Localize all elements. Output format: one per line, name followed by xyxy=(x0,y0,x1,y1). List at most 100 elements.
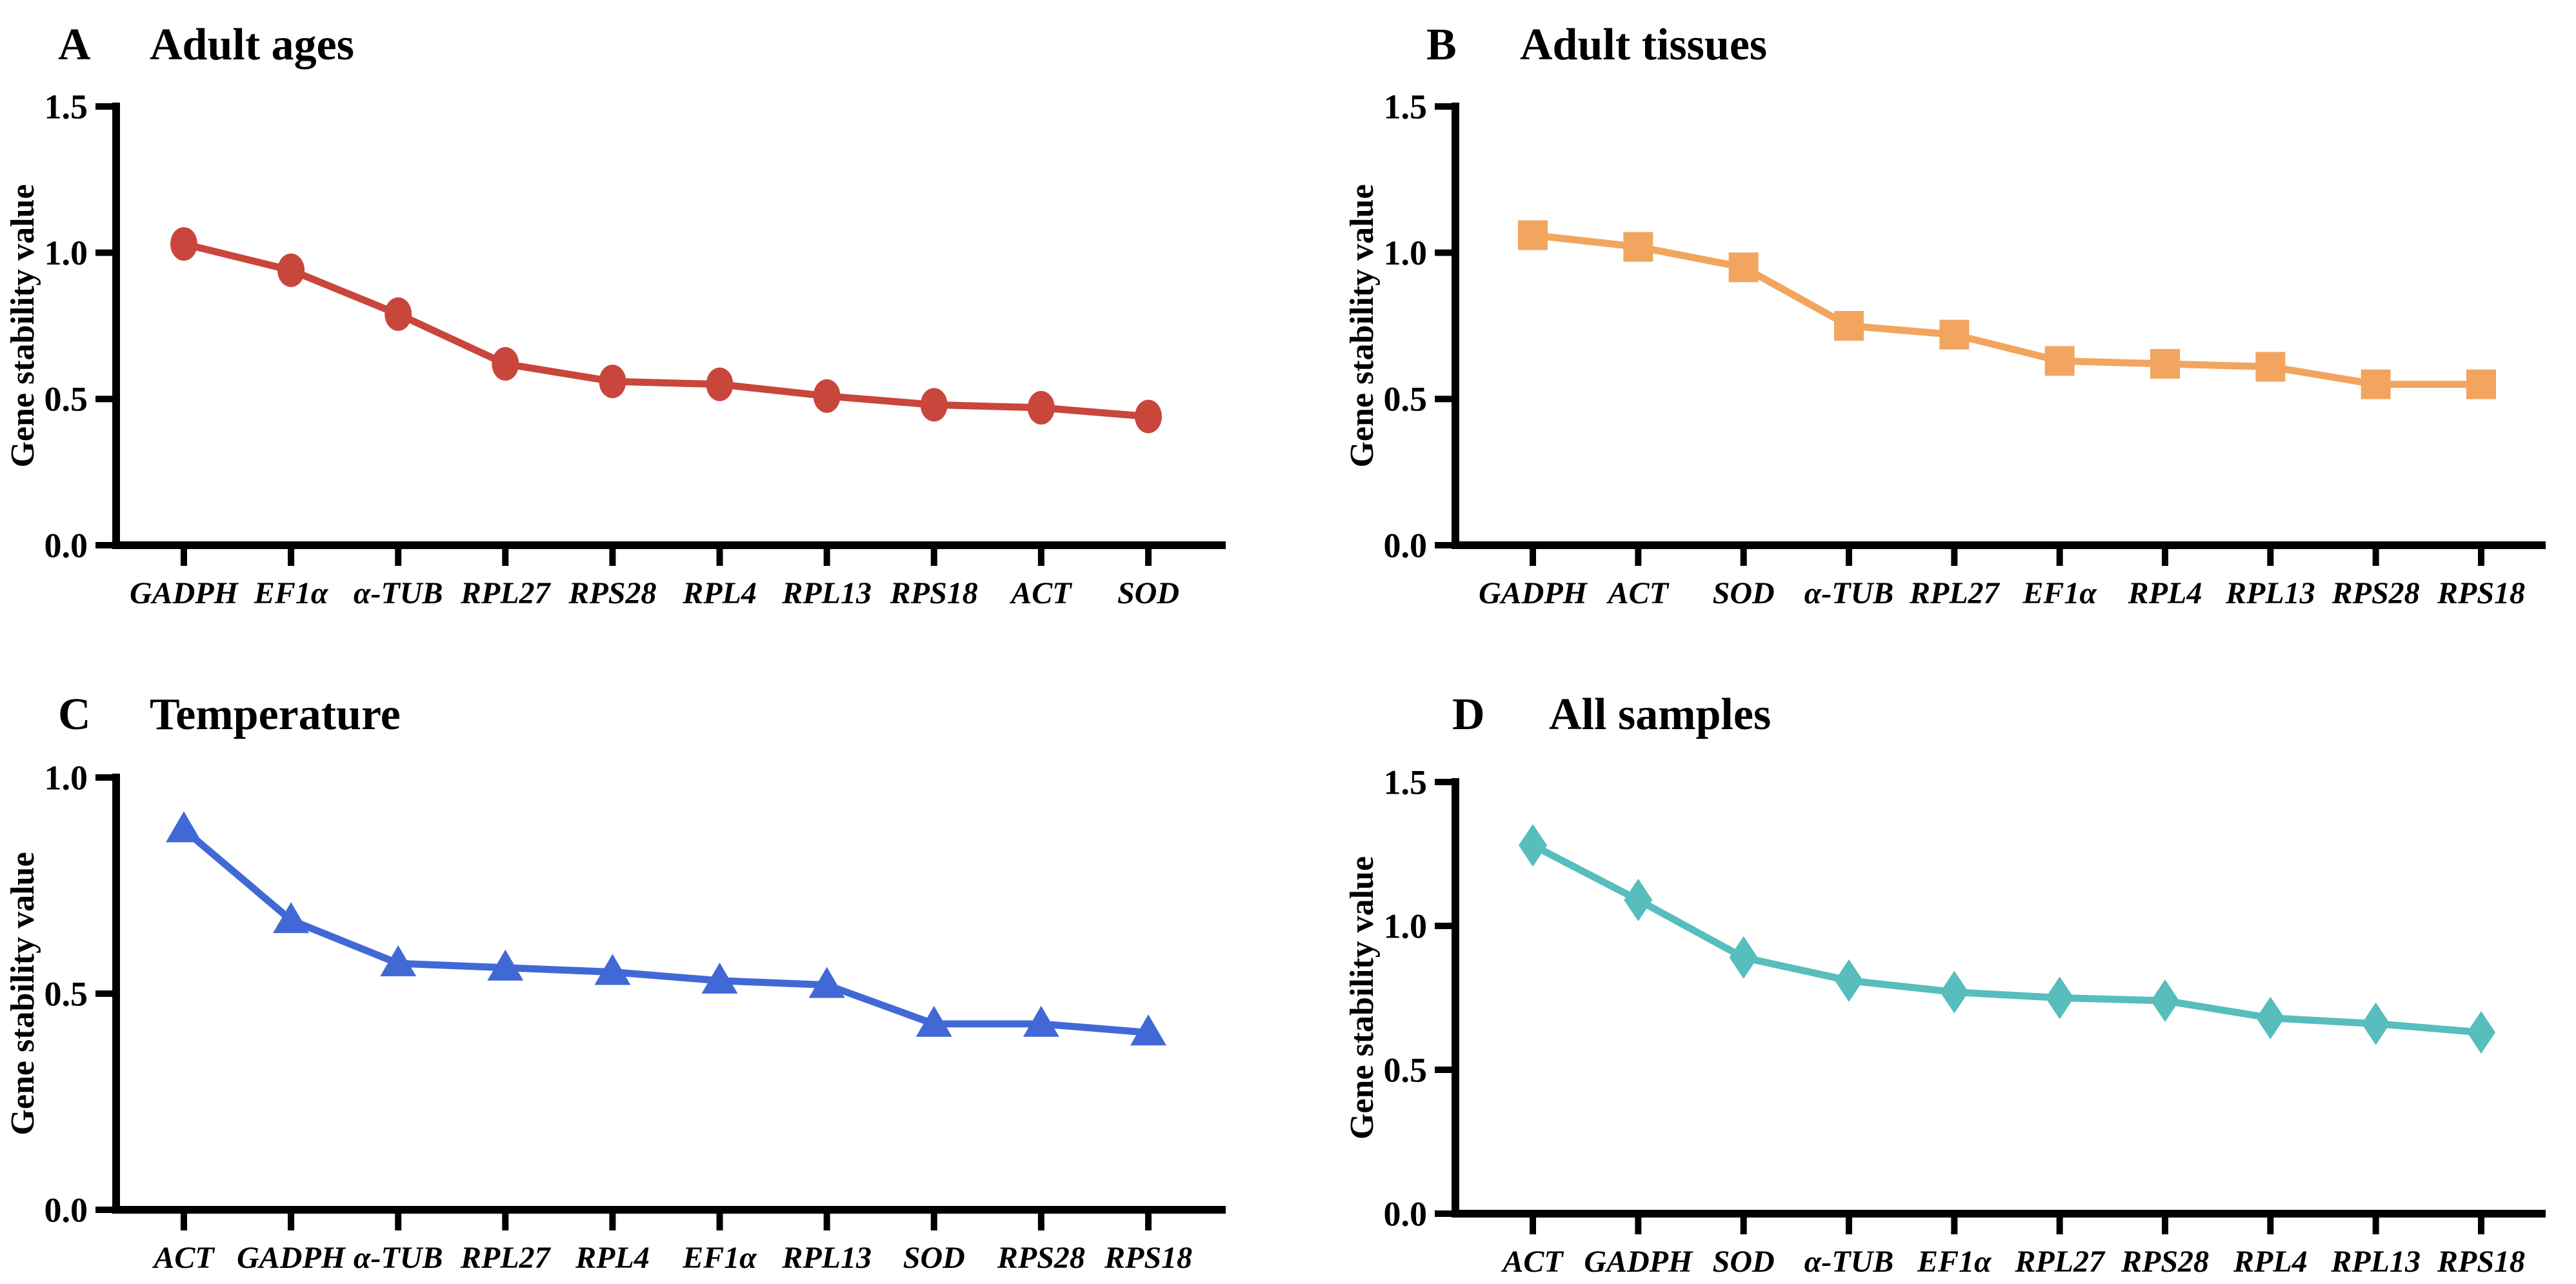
x-tick-label: ACT xyxy=(1606,576,1670,610)
x-tick-label: RPL13 xyxy=(781,1241,872,1275)
panel-d-all-samples-chart: D All samples 0.0 0.5 1.0 1.5 ACT GADPH SOD α-TUB… xyxy=(1344,690,2546,1279)
y-tick-label: 0.5 xyxy=(45,974,88,1013)
x-tick-label: EF1α xyxy=(254,576,329,610)
data-point-marker-square xyxy=(2255,352,2286,382)
panel-letter: C xyxy=(58,690,91,739)
data-point-marker-triangle xyxy=(487,949,524,981)
x-tick-label: α-TUB xyxy=(354,1241,443,1275)
x-tick-label: RPS18 xyxy=(890,576,978,610)
x-tick-label: RPS28 xyxy=(997,1241,1085,1275)
y-tick-label: 0.5 xyxy=(45,380,88,419)
panel-title: Temperature xyxy=(150,690,401,739)
y-axis-label: Gene stability value xyxy=(1344,184,1381,467)
data-point-marker-diamond xyxy=(2045,976,2074,1019)
data-point-marker-diamond xyxy=(1729,936,1758,979)
x-tick-label: EF1α xyxy=(1917,1245,1992,1279)
panel-letter: A xyxy=(58,20,91,70)
data-point-marker-circle xyxy=(170,227,197,261)
data-point-marker-diamond xyxy=(2256,996,2285,1039)
data-point-marker-square xyxy=(1728,252,1759,283)
data-point-marker-circle xyxy=(384,297,412,331)
x-tick-label: ACT xyxy=(152,1241,215,1275)
x-tick-label: GADPH xyxy=(1584,1245,1693,1279)
x-tick-label: RPL13 xyxy=(781,576,872,610)
x-tick-label: RPS18 xyxy=(2437,576,2525,610)
data-point-marker-diamond xyxy=(1519,824,1547,867)
series-line xyxy=(180,240,1152,421)
y-tick-label: 1.5 xyxy=(1384,87,1428,126)
y-tick-label: 1.0 xyxy=(1384,234,1428,272)
data-point-marker-square xyxy=(1623,232,1653,262)
data-point-marker-triangle xyxy=(701,962,738,994)
x-tick-label: SOD xyxy=(1117,576,1179,610)
y-tick-label: 0.5 xyxy=(1384,1050,1428,1089)
data-point-marker-circle xyxy=(1135,399,1162,434)
x-tick-label: RPL4 xyxy=(682,576,757,610)
data-point-marker-square xyxy=(2150,348,2180,379)
y-tick-label: 1.0 xyxy=(45,758,88,797)
x-tick-label: RPL4 xyxy=(2233,1245,2308,1279)
x-tick-label: RPS18 xyxy=(1104,1241,1192,1275)
data-point-marker-triangle xyxy=(915,1005,952,1037)
x-tick-label: RPL13 xyxy=(2225,576,2315,610)
panel-title: Adult tissues xyxy=(1520,20,1767,70)
x-tick-label: GADPH xyxy=(237,1241,346,1275)
x-tick-label: RPL4 xyxy=(575,1241,650,1275)
data-point-marker-square xyxy=(2466,369,2496,399)
x-tick-label: RPL27 xyxy=(460,1241,552,1275)
panel-b-adult-tissues-chart: B Adult tissues 0.0 0.5 1.0 1.5 GADPH ACT SOD α-T… xyxy=(1344,20,2546,610)
panel-title: Adult ages xyxy=(150,20,354,70)
series-line xyxy=(1529,231,2485,388)
x-tick-label: SOD xyxy=(1713,576,1775,610)
data-point-marker-triangle xyxy=(166,811,202,843)
x-tick-label: EF1α xyxy=(682,1241,757,1275)
data-point-marker-circle xyxy=(277,253,305,287)
x-tick-label: RPL27 xyxy=(1909,576,2001,610)
data-point-marker-diamond xyxy=(1940,970,1969,1014)
y-tick-label: 1.0 xyxy=(1384,907,1428,945)
series-line xyxy=(1529,841,2485,1036)
x-tick-label: RPS28 xyxy=(568,576,656,610)
x-tick-label: RPS18 xyxy=(2437,1245,2525,1279)
x-tick-label: ACT xyxy=(1009,576,1072,610)
data-point-marker-diamond xyxy=(2151,979,2179,1022)
y-tick-label: 1.0 xyxy=(45,234,88,272)
x-tick-label: GADPH xyxy=(130,576,239,610)
x-tick-label: α-TUB xyxy=(1804,576,1894,610)
y-tick-label: 0.0 xyxy=(45,526,88,565)
data-point-marker-circle xyxy=(599,365,626,399)
y-tick-label: 0.0 xyxy=(1384,1194,1428,1233)
x-tick-label: α-TUB xyxy=(354,576,443,610)
x-tick-label: RPL27 xyxy=(460,576,552,610)
data-point-marker-triangle xyxy=(594,954,631,985)
data-point-marker-circle xyxy=(706,367,734,401)
data-point-marker-square xyxy=(1834,311,1864,341)
data-point-marker-circle xyxy=(813,379,841,413)
x-tick-label: RPL4 xyxy=(2128,576,2202,610)
y-tick-label: 1.5 xyxy=(45,87,88,126)
panel-title: All samples xyxy=(1549,690,1771,739)
data-point-marker-circle xyxy=(1027,390,1055,425)
data-point-marker-circle xyxy=(920,388,948,422)
data-point-marker-triangle xyxy=(380,945,417,977)
y-tick-label: 0.0 xyxy=(1384,526,1428,565)
data-point-marker-triangle xyxy=(1023,1005,1059,1037)
data-point-marker-triangle xyxy=(808,967,845,998)
data-point-marker-circle xyxy=(492,346,519,381)
panel-letter: D xyxy=(1452,690,1485,739)
data-point-marker-diamond xyxy=(2467,1011,2495,1054)
data-point-marker-square xyxy=(2044,346,2075,376)
data-point-marker-diamond xyxy=(1624,878,1653,921)
x-tick-label: SOD xyxy=(903,1241,965,1275)
panel-a-adult-ages-chart: A Adult ages 0.0 0.5 1.0 1.5 GADPH EF1α α-TUB RPL… xyxy=(5,20,1226,610)
series-line xyxy=(180,825,1152,1036)
x-tick-label: ACT xyxy=(1501,1245,1564,1279)
y-tick-label: 1.5 xyxy=(1384,763,1428,801)
data-point-marker-square xyxy=(1518,220,1548,250)
x-tick-label: GADPH xyxy=(1479,576,1588,610)
data-point-marker-triangle xyxy=(273,902,310,934)
x-tick-label: SOD xyxy=(1713,1245,1775,1279)
data-point-marker-triangle xyxy=(1130,1014,1166,1046)
y-axis-label: Gene stability value xyxy=(1344,856,1381,1139)
